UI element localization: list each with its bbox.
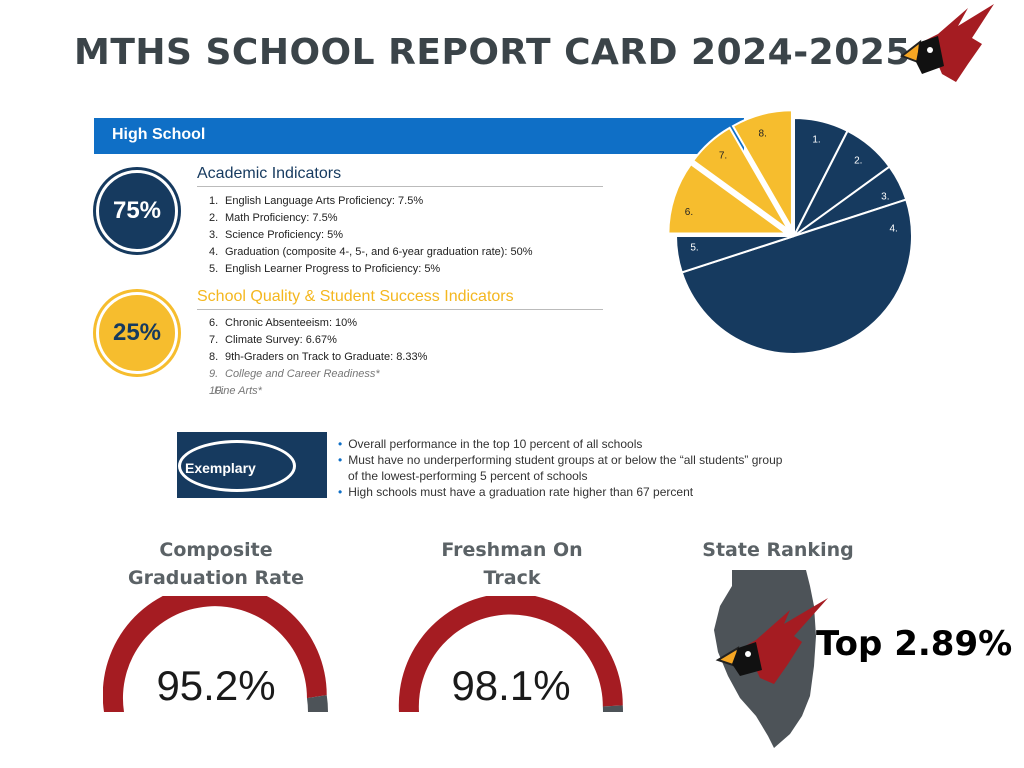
pie-slice [674,235,795,274]
list-item: 7. Climate Survey: 6.67% [209,334,337,346]
pie-slice-label: 4. [889,223,897,234]
list-item: 8. 9th-Graders on Track to Graduate: 8.33… [209,351,428,363]
pie-slice-label: 7. [719,151,727,162]
page-title: MTHS SCHOOL REPORT CARD 2024-2025 [74,32,911,73]
high-school-bar: High School [94,118,744,154]
pie-slice-label: 2. [854,155,862,166]
pie-slice [691,126,790,231]
pie-slice-label: 8. [759,129,767,140]
exemplary-label: Exemplary [185,460,256,476]
academic-divider [197,186,603,187]
list-item: 9. College and Career Readiness* [209,368,380,380]
gauge-fill [398,596,623,712]
pie-slice-label: 1. [812,135,820,146]
gauge-fill [103,596,327,712]
quality-heading: School Quality & Student Success Indicat… [197,288,514,305]
list-item: • Must have no underperforming student gr… [338,453,783,467]
list-item: 1. English Language Arts Proficiency: 7.5… [209,195,424,207]
freshman-gauge [398,596,623,712]
illinois-map-icon [714,570,828,748]
pie-slice [667,162,790,235]
exemplary-ring [178,440,296,492]
graduation-gauge [103,596,328,712]
list-item: 10. Fine Arts* [209,385,262,397]
pie-slice [680,198,913,355]
quality-percent-badge: 25% [96,292,178,374]
indicator-pie-chart: 1. 2. 3. 4. 5. 6. 7. 8. [667,109,913,355]
quality-list: 6. Chronic Absenteeism: 10% 7. Climate Sur… [209,315,427,400]
pie-slice-label: 3. [881,191,889,202]
list-item: 5. English Learner Progress to Proficienc… [209,263,441,275]
ranking-heading: State Ranking [702,539,854,561]
gauge-remainder [602,705,623,712]
ranking-value: Top 2.89% [816,624,1013,664]
list-item: • High schools must have a graduation rat… [338,485,694,499]
list-item: 3. Science Proficiency: 5% [209,229,343,241]
quality-divider [197,309,603,310]
list-item: of the lowest-performing 5 percent of sc… [348,469,588,483]
freshman-value: 98.1% [451,662,571,709]
pie-slice [731,109,793,233]
freshman-heading: Freshman On Track [441,539,583,589]
high-school-label: High School [112,126,206,143]
graduation-heading: Composite Graduation Rate [128,539,304,589]
academic-list: 1. English Language Arts Proficiency: 7.5… [209,193,533,278]
academic-heading: Academic Indicators [197,165,342,182]
cardinal-logo-icon [899,4,994,82]
list-item: 6. Chronic Absenteeism: 10% [209,317,358,329]
list-item: 4. Graduation (composite 4-, 5-, and 6-ye… [209,246,533,258]
list-item: • Overall performance in the top 10 perce… [338,437,643,451]
graduation-value: 95.2% [156,662,276,709]
pie-slice-label: 5. [690,242,698,253]
list-item: 2. Math Proficiency: 7.5% [209,212,338,224]
exemplary-criteria: • Overall performance in the top 10 perce… [338,436,782,500]
pie-slice-label: 6. [685,207,693,218]
gauge-remainder [306,695,328,712]
academic-percent-badge: 75% [96,170,178,252]
